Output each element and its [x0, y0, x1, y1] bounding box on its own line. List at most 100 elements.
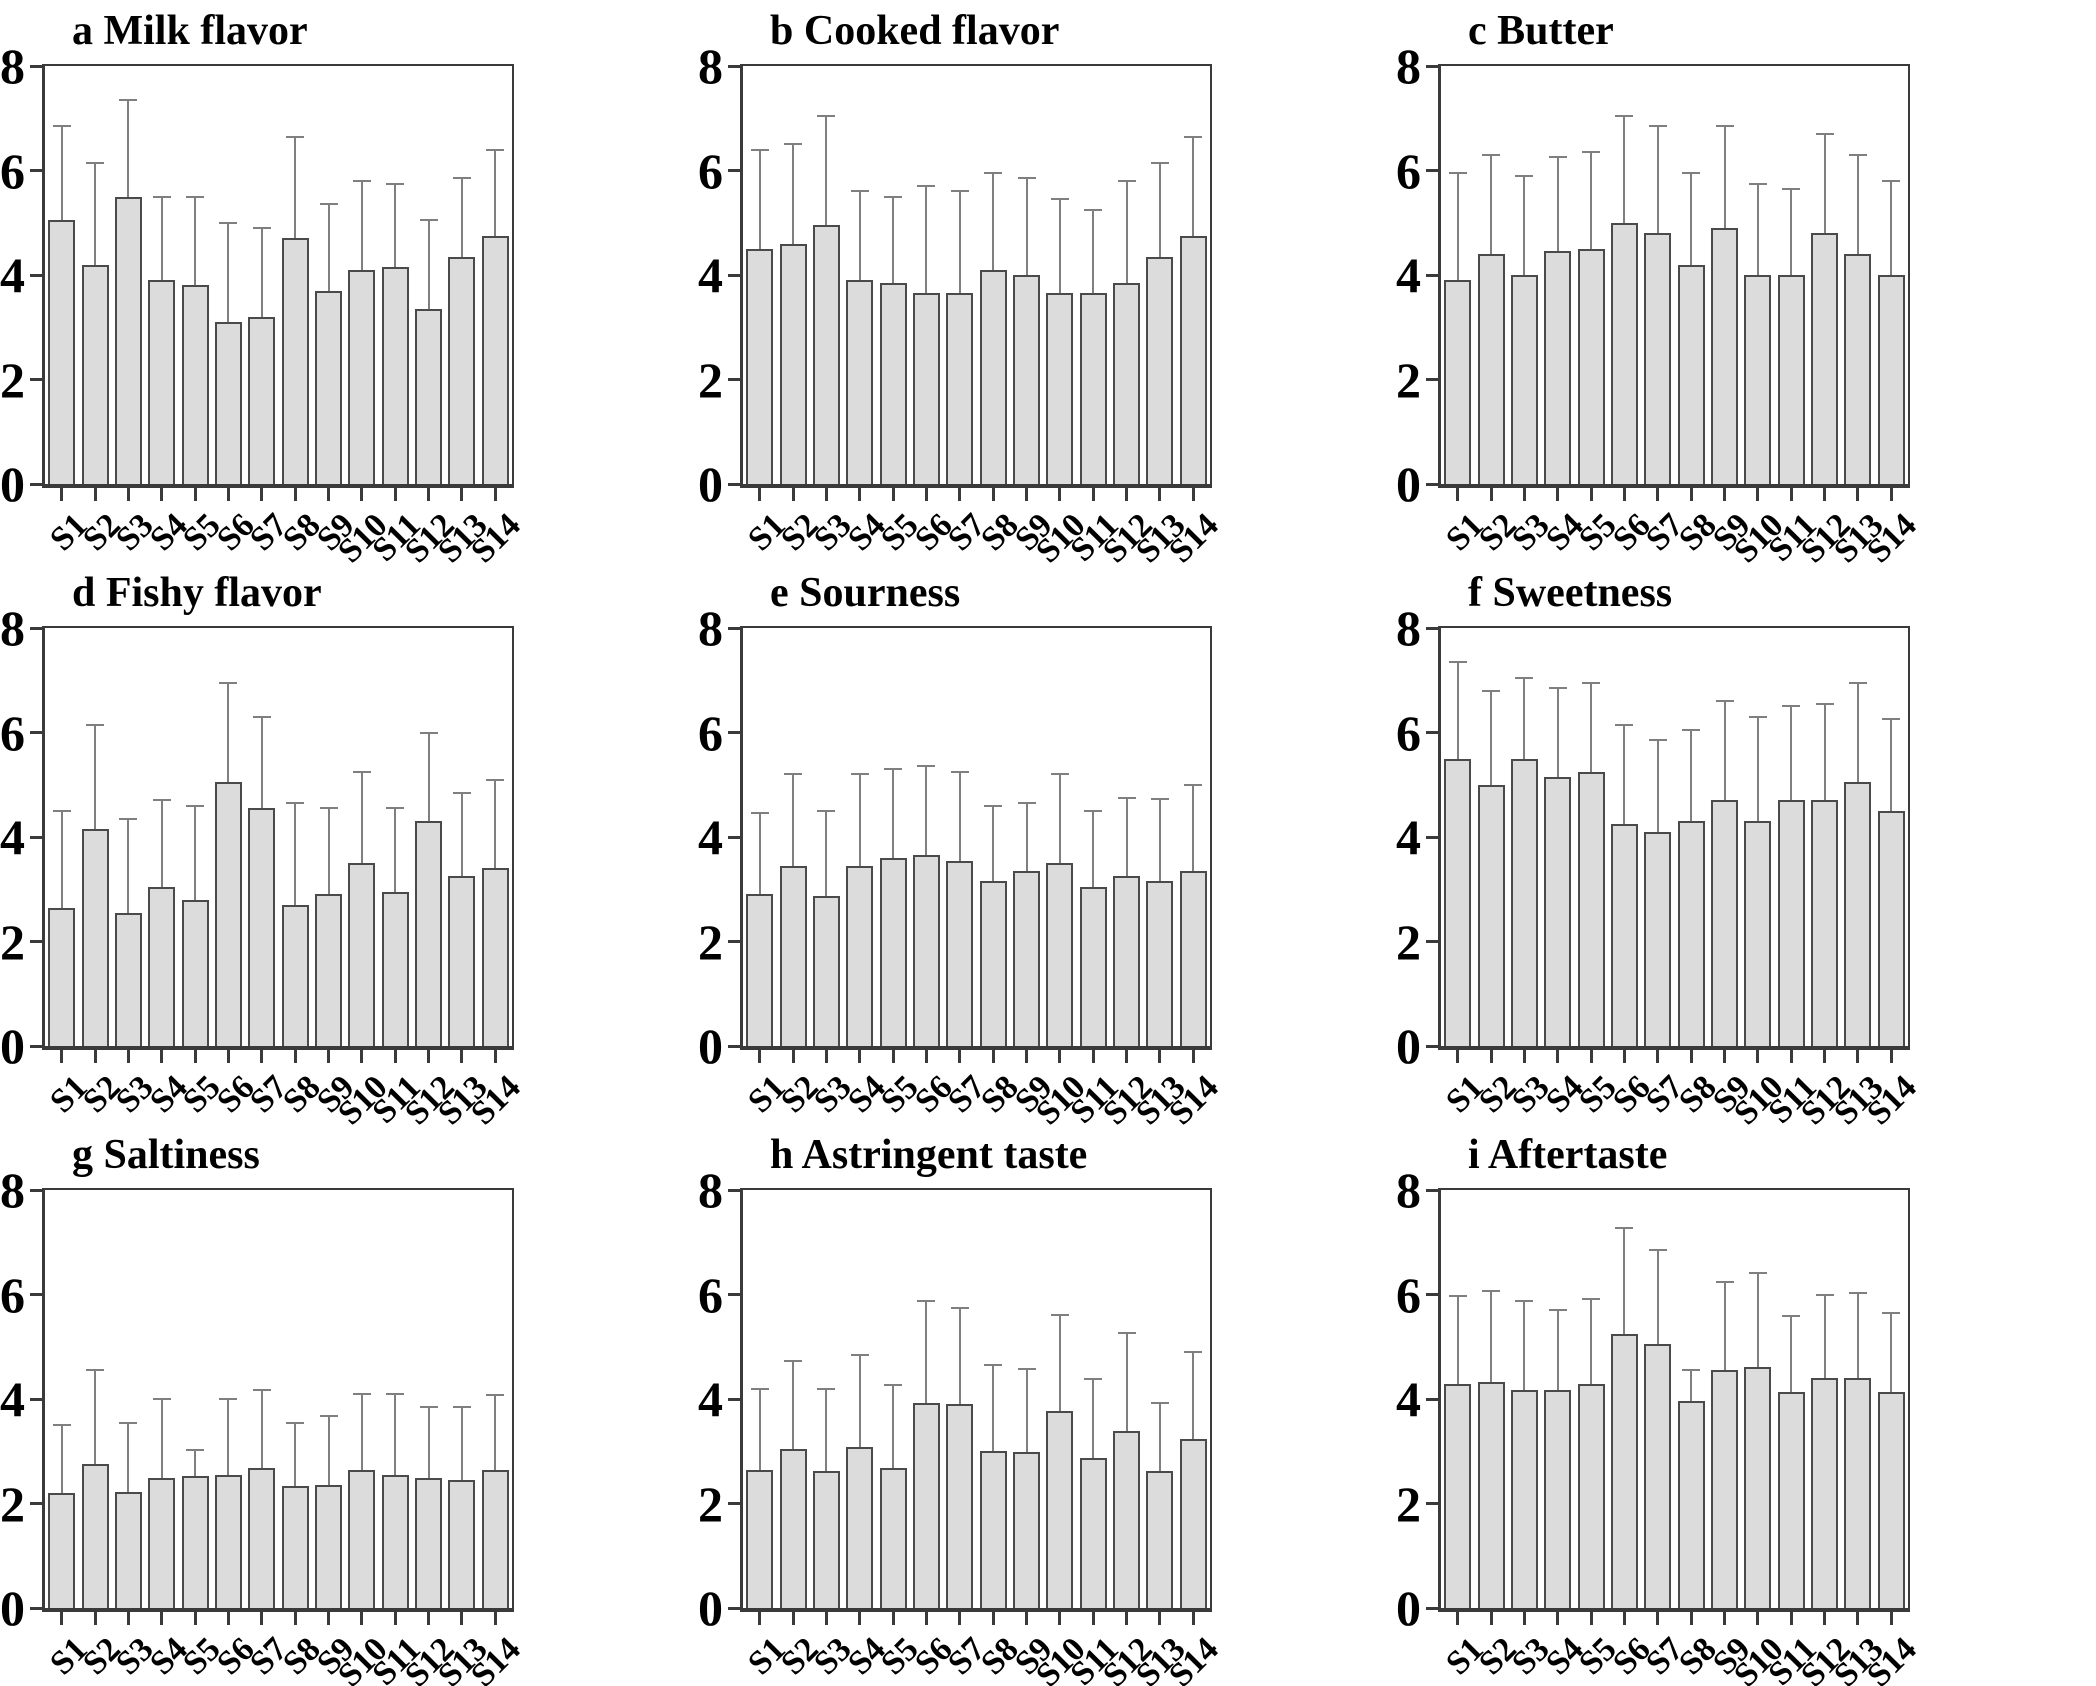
x-tick [1723, 1050, 1727, 1063]
x-tick [958, 488, 962, 501]
chart-panel-f-sweetness: f Sweetness 0 2 4 6 8 S1 S2 S3 S4 S5 S6 S7 S8 S9 S10 S1… [1396, 562, 2094, 1132]
error-bar-cap [1648, 739, 1667, 742]
error-bar-cap [1715, 1281, 1734, 1284]
bar-s14 [481, 235, 509, 484]
y-tick [728, 1188, 740, 1192]
error-bar-cap [1782, 1315, 1801, 1318]
error-bar-cap [152, 799, 171, 802]
x-tick [924, 1050, 928, 1063]
bar-s2 [81, 1464, 109, 1608]
bar-s11 [1079, 293, 1107, 484]
error-bar-cap [86, 1369, 105, 1372]
error-bar-cap [386, 1392, 405, 1395]
error-bar [1058, 1315, 1061, 1411]
bar-s13 [448, 256, 476, 484]
x-tick [327, 1612, 331, 1625]
error-bar [327, 204, 330, 291]
x-tick [958, 1050, 962, 1063]
error-bar-cap [1084, 809, 1103, 812]
bar-s2 [1477, 784, 1505, 1046]
bar-s5 [879, 282, 907, 484]
error-bar [494, 779, 497, 869]
bar-s12 [1811, 233, 1839, 484]
y-tick [1426, 273, 1438, 277]
error-bar-cap [1815, 702, 1834, 705]
chart-title: g Saltiness [72, 1132, 260, 1178]
error-bar-cap [1682, 172, 1701, 175]
x-tick [126, 488, 130, 501]
error-bar [925, 1300, 928, 1403]
x-tick [1656, 488, 1660, 501]
y-tick [1426, 940, 1438, 943]
error-bar [1756, 1272, 1759, 1367]
y-tick-label: 4 [0, 247, 25, 303]
x-tick [160, 488, 164, 501]
error-bar-cap [219, 681, 238, 684]
x-tick [1191, 1050, 1195, 1063]
y-tick [30, 169, 42, 172]
error-bar [1823, 703, 1826, 801]
error-bar-cap [1184, 1350, 1203, 1353]
y-tick [1426, 64, 1438, 68]
error-bar-cap [86, 161, 105, 164]
error-bar [758, 1388, 761, 1470]
bar-s7 [248, 808, 276, 1046]
bar-s11 [1079, 886, 1107, 1046]
bar-s11 [1777, 800, 1805, 1046]
y-tick [728, 378, 740, 381]
y-tick [728, 731, 740, 734]
bar-s5 [181, 1476, 209, 1608]
bar-s7 [1644, 1344, 1672, 1608]
error-bar-cap [286, 135, 305, 138]
plot-area: 0 2 4 6 8 S1 S2 S3 S4 S5 S6 S7 S8 S9 S10 S11 S12 S13 S14 [1396, 1165, 1924, 1686]
y-tick-label: 6 [0, 704, 25, 761]
y-tick [728, 835, 740, 839]
bar-s14 [1877, 1392, 1905, 1608]
bar-s14 [1179, 235, 1207, 484]
error-bar [360, 180, 363, 270]
error-bar [1823, 133, 1826, 234]
error-bar [1690, 173, 1693, 265]
x-tick [1556, 488, 1560, 501]
error-bar [394, 183, 397, 268]
bar-s10 [1046, 863, 1074, 1046]
bar-s2 [81, 829, 109, 1046]
error-bar [1523, 677, 1526, 759]
bar-s8 [281, 1486, 309, 1608]
y-tick [30, 1044, 42, 1048]
x-tick [791, 1612, 795, 1625]
error-bar [792, 1361, 795, 1449]
y-tick [1426, 1397, 1438, 1401]
error-bar-cap [1615, 1227, 1634, 1230]
bar-s8 [979, 269, 1007, 484]
y-tick [30, 482, 42, 486]
y-tick [1426, 1606, 1438, 1610]
error-bar-cap [917, 185, 936, 188]
error-bar [1656, 740, 1659, 832]
error-bar [1490, 690, 1493, 785]
error-bar-cap [917, 765, 936, 768]
x-tick [1723, 1612, 1727, 1625]
chart-title: b Cooked flavor [770, 8, 1060, 54]
error-bar [460, 1406, 463, 1480]
error-bar [1590, 682, 1593, 772]
y-tick-label: 8 [698, 600, 723, 656]
plot-area: 0 2 4 6 8 S1 S2 S3 S4 S5 S6 S7 S8 S9 S10 S11 S12 S13 S14 [698, 1165, 1226, 1686]
chart-title: d Fishy flavor [72, 570, 322, 616]
x-tick [260, 488, 264, 501]
chart-panel-c-butter: c Butter 0 2 4 6 8 S1 S2 S3 S4 S5 S6 S7 S8 S9 S10 S11 S1… [1396, 0, 2094, 570]
bar-s3 [114, 912, 142, 1046]
error-bar-cap [186, 195, 205, 198]
bar-s9 [1711, 227, 1739, 484]
bar-s8 [281, 904, 309, 1046]
y-tick [30, 940, 42, 943]
error-bar [394, 1393, 397, 1475]
x-tick [293, 1612, 297, 1625]
error-bar-cap [1482, 689, 1501, 692]
error-bar-cap [1084, 1378, 1103, 1381]
bar-s8 [1677, 821, 1705, 1046]
y-tick-label: 2 [1396, 351, 1421, 408]
bar-s9 [1013, 870, 1041, 1046]
error-bar [1025, 1369, 1028, 1453]
